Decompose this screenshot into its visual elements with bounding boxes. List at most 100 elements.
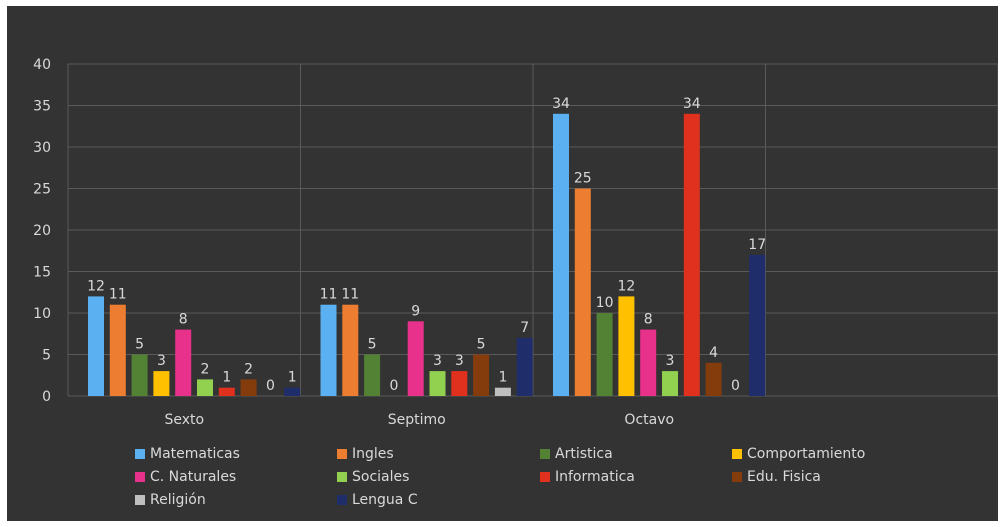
y-tick-label: 40 — [33, 57, 51, 73]
bar — [640, 329, 657, 396]
legend-item: Comportamiento — [732, 446, 865, 462]
data-label: 3 — [433, 353, 442, 369]
data-label: 2 — [201, 361, 210, 377]
data-label: 5 — [135, 337, 144, 353]
bar — [451, 371, 468, 396]
data-label: 11 — [341, 287, 359, 303]
bar — [574, 188, 591, 396]
data-label: 34 — [683, 96, 701, 112]
bar — [320, 304, 337, 396]
data-label: 1 — [288, 370, 297, 386]
data-label: 3 — [157, 353, 166, 369]
legend-label: Artistica — [555, 446, 613, 462]
legend-item: Ingles — [337, 446, 394, 462]
data-label: 3 — [455, 353, 464, 369]
bar — [516, 337, 533, 396]
data-label: 3 — [666, 353, 675, 369]
bar — [88, 296, 104, 396]
legend-swatch — [337, 472, 347, 482]
data-label: 25 — [574, 171, 592, 187]
bars — [88, 113, 766, 397]
bar — [473, 354, 490, 396]
legend-swatch — [540, 449, 550, 459]
legend-swatch — [337, 449, 347, 459]
data-label: 9 — [411, 303, 420, 319]
legend-swatch — [540, 472, 550, 482]
data-label: 2 — [244, 361, 253, 377]
legend-item: Edu. Fisica — [732, 469, 821, 485]
y-tick-label: 15 — [33, 265, 51, 281]
data-label: 0 — [731, 378, 740, 394]
legend-label: Sociales — [352, 469, 410, 485]
data-label: 8 — [644, 312, 653, 328]
y-axis-ticks: 0 5 10 15 20 25 30 35 40 — [33, 57, 51, 405]
bar — [342, 304, 359, 396]
legend-item: Matematicas — [135, 446, 240, 462]
bar — [662, 371, 678, 396]
bar — [618, 296, 635, 396]
data-label: 7 — [520, 320, 529, 336]
x-category-label: Octavo — [624, 412, 674, 428]
data-label: 1 — [222, 370, 231, 386]
x-category-label: Sexto — [164, 412, 204, 428]
legend-label: Lengua C — [352, 492, 418, 508]
legend-label: Informatica — [555, 469, 635, 485]
legend-swatch — [337, 495, 347, 505]
data-label: 10 — [596, 295, 614, 311]
y-tick-label: 25 — [33, 182, 51, 198]
legend-item: Religión — [135, 492, 206, 508]
data-label: 5 — [368, 337, 377, 353]
data-label: 17 — [748, 237, 766, 253]
legend-label: Comportamiento — [747, 446, 866, 462]
legend-swatch — [732, 449, 742, 459]
data-label: 0 — [389, 378, 398, 394]
legend-item: C. Naturales — [135, 469, 236, 485]
legend-item: Sociales — [337, 469, 409, 485]
data-label: 12 — [617, 278, 635, 294]
bar — [175, 329, 192, 396]
legend-swatch — [732, 472, 742, 482]
data-label: 5 — [477, 337, 486, 353]
data-label: 12 — [87, 278, 105, 294]
bar — [364, 354, 381, 396]
x-axis-categories: Sexto Septimo Octavo — [164, 412, 674, 428]
y-tick-label: 30 — [33, 140, 51, 156]
data-label: 11 — [320, 287, 338, 303]
x-category-label: Septimo — [388, 412, 446, 428]
y-tick-label: 35 — [33, 99, 51, 115]
bar — [109, 304, 126, 396]
legend-item: Artistica — [540, 446, 613, 462]
y-tick-label: 0 — [42, 389, 51, 405]
data-label: 11 — [109, 287, 127, 303]
y-tick-label: 10 — [33, 306, 51, 322]
bar — [749, 254, 766, 396]
bar — [240, 379, 257, 396]
legend-label: Matematicas — [150, 446, 240, 462]
bar — [218, 387, 235, 396]
legend-label: C. Naturales — [150, 469, 237, 485]
legend-item: Informatica — [540, 469, 635, 485]
bar — [197, 379, 213, 396]
data-label: 34 — [552, 96, 570, 112]
bar — [683, 113, 700, 397]
bar — [705, 362, 722, 396]
bar — [153, 371, 170, 396]
y-tick-label: 20 — [33, 223, 51, 239]
bar — [429, 371, 446, 396]
bar — [553, 113, 569, 397]
legend-label: Religión — [150, 492, 206, 508]
bar — [284, 387, 301, 396]
chart-frame: 0 5 10 15 20 25 30 35 40 12 11 5 3 8 2 1 2 0 1 11 11 5 0 9 3 3 5 1… — [7, 6, 998, 521]
data-label: 0 — [266, 378, 275, 394]
bar — [494, 387, 511, 396]
legend-swatch — [135, 449, 145, 459]
gridlines — [67, 63, 998, 397]
y-tick-label: 5 — [42, 348, 51, 364]
bar — [407, 321, 424, 396]
legend-item: Lengua C — [337, 492, 418, 508]
legend-label: Edu. Fisica — [747, 469, 821, 485]
data-label: 1 — [498, 370, 507, 386]
bar — [131, 354, 148, 396]
